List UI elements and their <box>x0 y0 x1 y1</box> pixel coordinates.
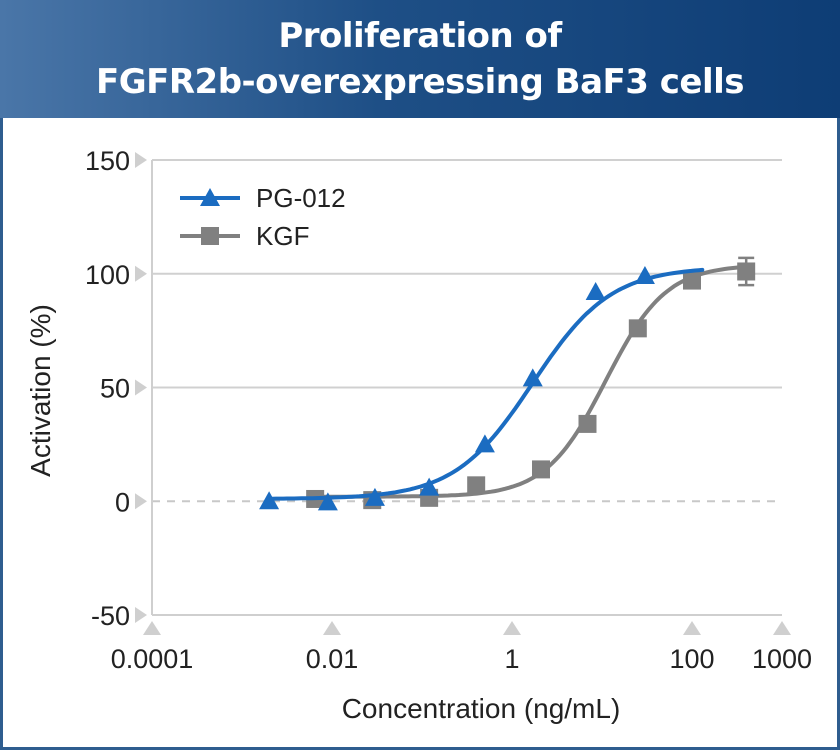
title-banner: Proliferation of FGFR2b-overexpressing B… <box>0 0 840 118</box>
y-tick-marker <box>135 265 147 282</box>
kgf-data-point <box>578 414 597 433</box>
pg-012-fit-line <box>267 267 705 501</box>
pg-012-data-point <box>364 487 385 506</box>
pg-012-data-point <box>474 434 495 453</box>
y-tick-marker <box>135 379 147 396</box>
x-tick-marker <box>503 621 521 635</box>
pg-012-data-point <box>259 491 280 510</box>
kgf-data-point <box>737 262 756 281</box>
pg-012-data-point <box>634 266 655 285</box>
chart-title-line-1: Proliferation of <box>278 16 562 56</box>
kgf-data-point <box>683 271 701 290</box>
chart-title-line-2: FGFR2b-overexpressing BaF3 cells <box>96 62 745 102</box>
x-tick-label: 1000 <box>752 644 812 674</box>
x-tick-marker <box>143 621 161 635</box>
pg-012-data-point <box>419 477 440 496</box>
y-tick-label: 100 <box>85 260 130 290</box>
pg-012-data-point <box>317 492 338 511</box>
x-tick-label: 100 <box>669 644 714 674</box>
x-tick-marker <box>323 621 341 635</box>
legend-pg-012-label: PG-012 <box>256 183 346 213</box>
pg-012-data-point <box>585 281 606 300</box>
legend-pg-012-marker <box>200 188 220 206</box>
pg-012-data-point <box>522 368 543 387</box>
y-tick-label: -50 <box>91 601 130 631</box>
kgf-data-point <box>467 476 486 495</box>
kgf-data-point <box>531 460 550 479</box>
kgf-data-point <box>628 319 647 338</box>
x-tick-label: 0.01 <box>306 644 359 674</box>
y-tick-label: 50 <box>100 374 130 404</box>
y-tick-label: 0 <box>115 487 130 517</box>
x-tick-label: 1 <box>504 644 519 674</box>
y-tick-label: 150 <box>85 146 130 176</box>
legend-kgf-label: KGF <box>256 221 309 251</box>
x-tick-label: 0.0001 <box>111 644 194 674</box>
x-tick-marker <box>773 621 791 635</box>
y-tick-marker <box>135 152 147 168</box>
legend-kgf-marker <box>201 227 219 245</box>
y-tick-marker <box>135 493 147 510</box>
x-tick-marker <box>683 621 701 635</box>
y-tick-marker <box>135 607 147 623</box>
kgf-fit-line <box>313 264 749 499</box>
x-axis-title: Concentration (ng/mL) <box>342 693 621 724</box>
y-axis-title: Activation (%) <box>25 304 56 477</box>
